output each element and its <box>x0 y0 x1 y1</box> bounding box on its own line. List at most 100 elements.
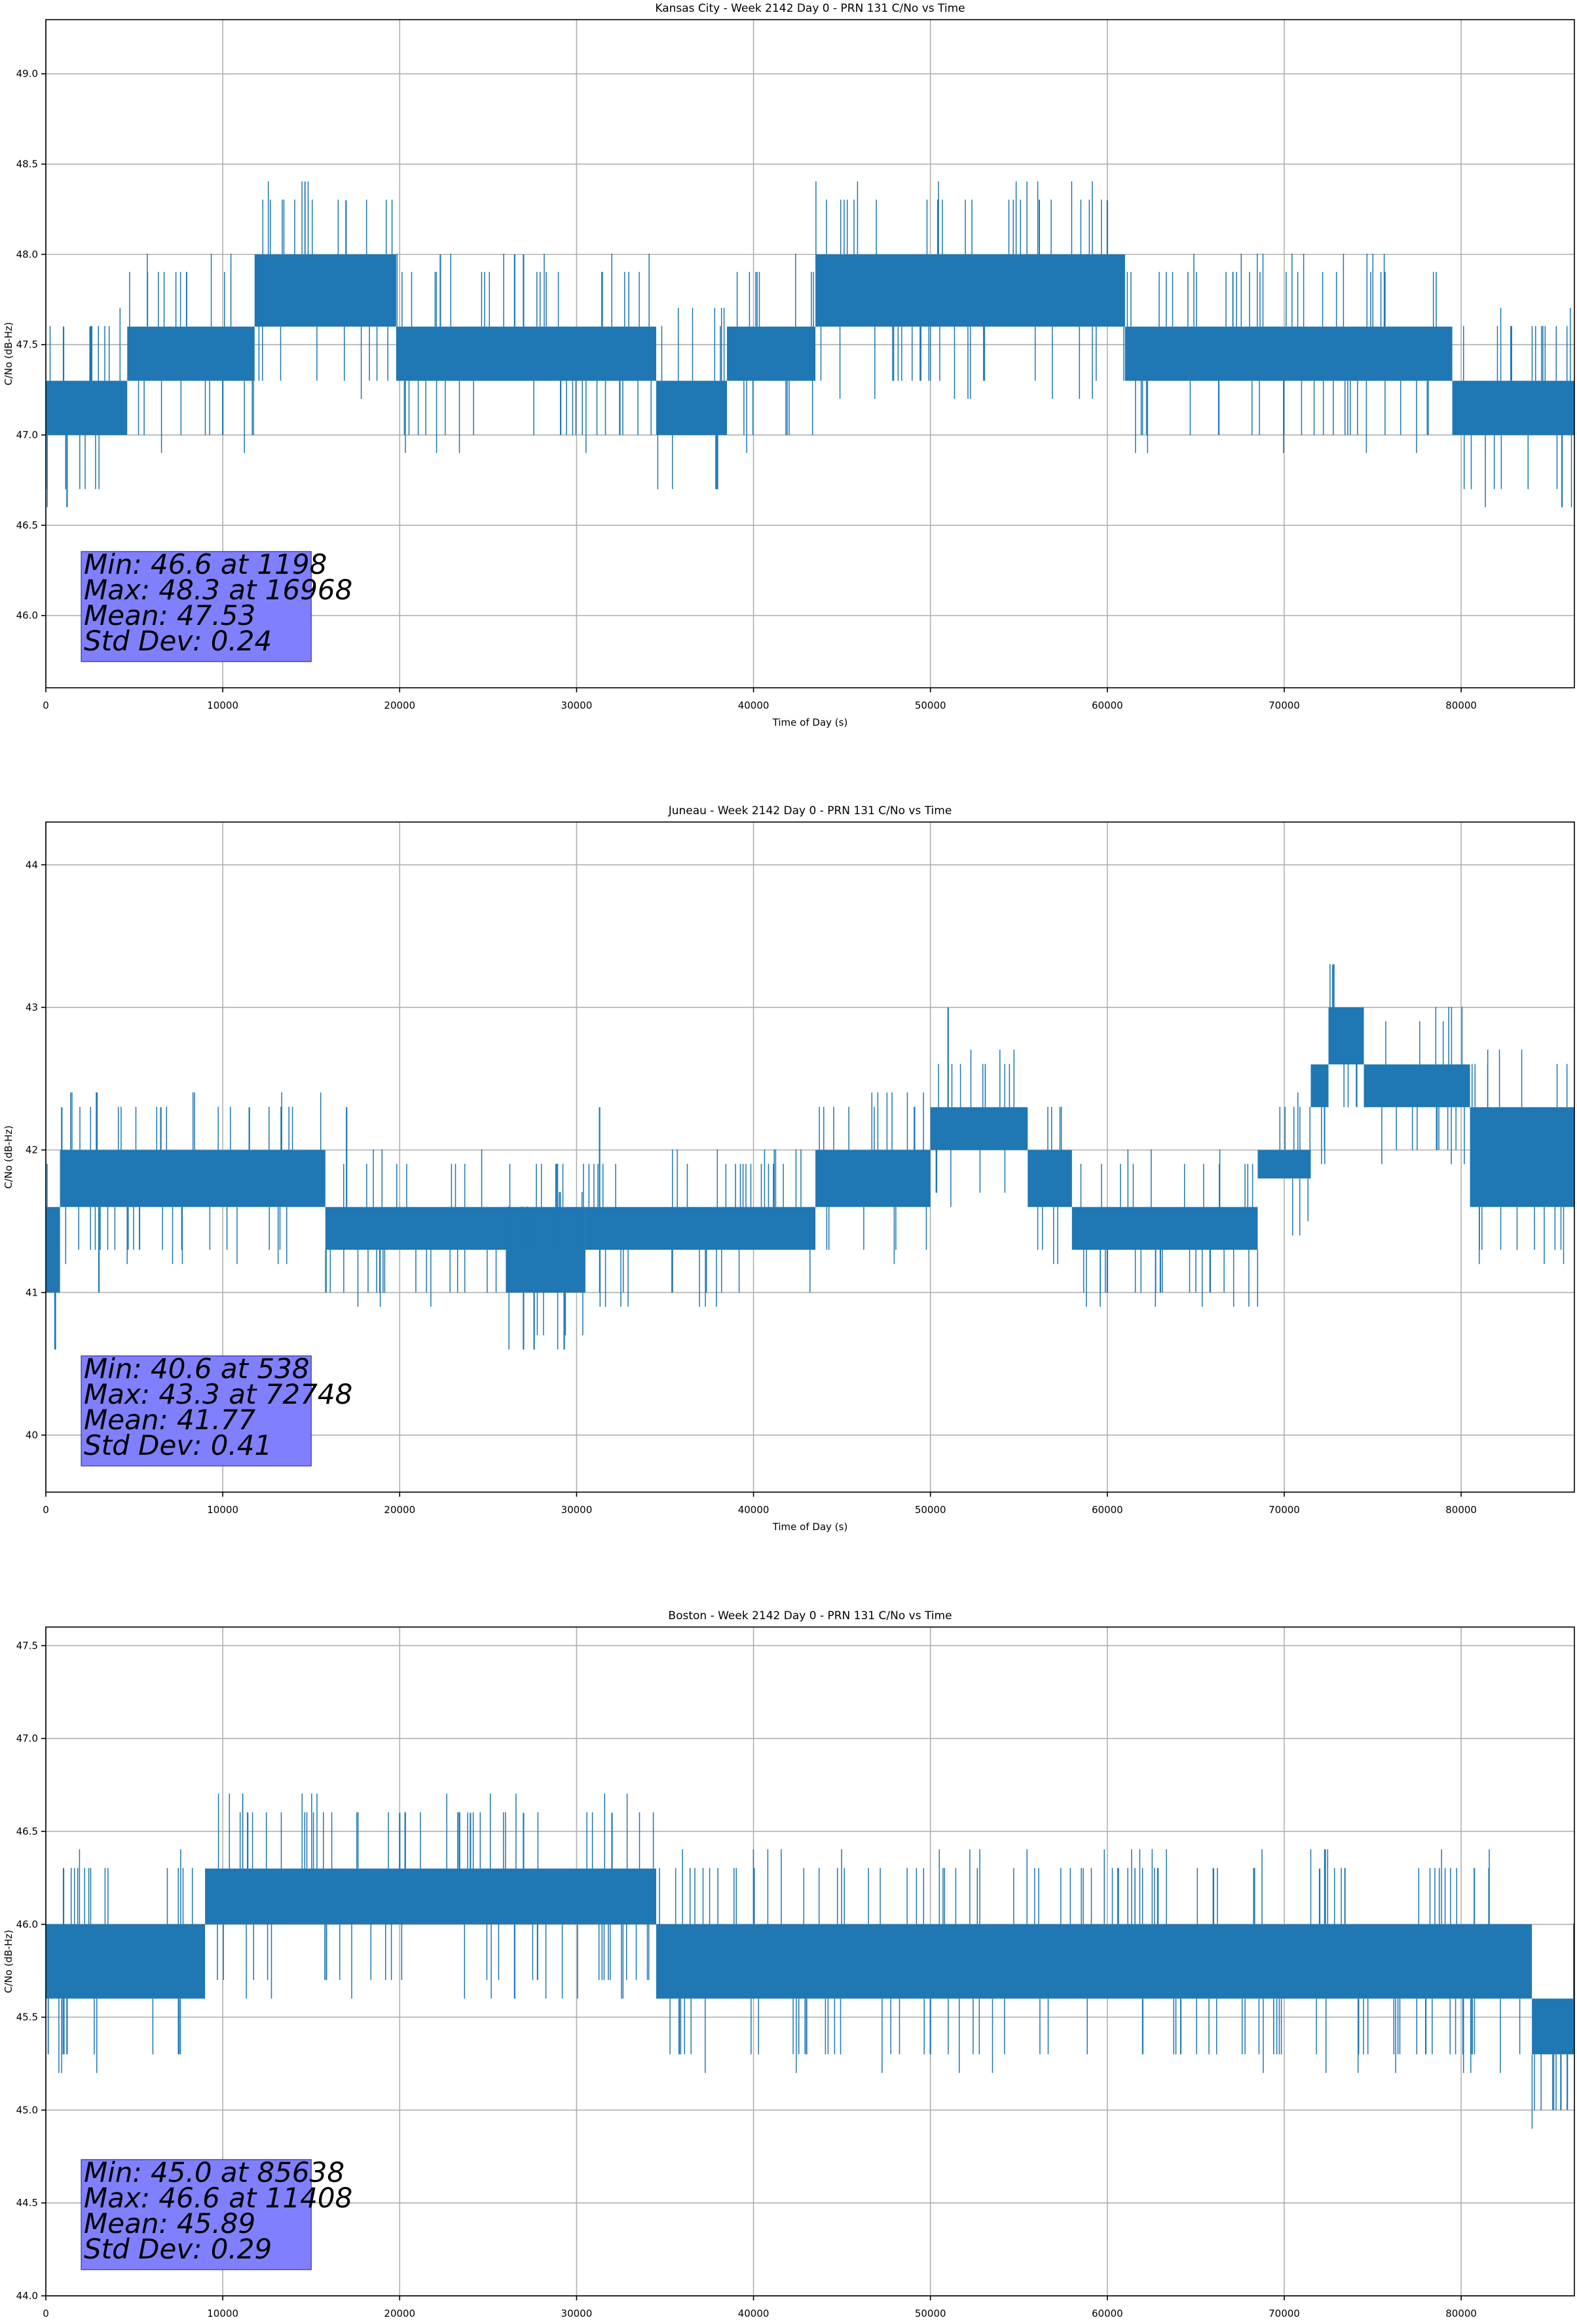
x-tick-label: 30000 <box>561 1504 593 1516</box>
series-band <box>1364 1064 1470 1108</box>
x-tick-label: 10000 <box>207 1504 238 1516</box>
x-tick-label: 40000 <box>738 2308 770 2319</box>
series-texture <box>819 1092 927 1264</box>
series-band <box>815 254 1125 327</box>
y-tick-label: 47.0 <box>16 429 38 441</box>
stats-line: Max: 46.6 at 11408 <box>84 2182 352 2214</box>
y-tick-label: 42 <box>26 1144 38 1156</box>
x-tick-label: 30000 <box>561 2308 593 2319</box>
series-band <box>1124 326 1453 381</box>
series-texture <box>1126 253 1437 453</box>
stats-box <box>81 1355 312 1467</box>
y-tick-label: 43 <box>26 1002 38 1013</box>
grid <box>45 822 1574 1492</box>
y-tick-label: 44 <box>26 859 38 871</box>
stats-line: Std Dev: 0.41 <box>84 1429 272 1461</box>
series-texture <box>736 253 814 453</box>
y-tick-label: 45.0 <box>16 2104 38 2116</box>
y-tick-label: 46.5 <box>16 519 38 531</box>
series-texture <box>657 308 725 489</box>
series-band <box>205 1868 656 1924</box>
series-band <box>1257 1150 1311 1179</box>
x-tick-label: 60000 <box>1092 700 1123 711</box>
series-band <box>1310 1064 1329 1108</box>
y-axis-label: C/No (dB-Hz) <box>3 1930 14 1993</box>
y-tick-label: 46.5 <box>16 1826 38 1837</box>
series-band <box>64 381 128 436</box>
series-texture <box>258 181 393 399</box>
chart-2: 0 10000 20000 30000 40000 50000 60000 70000 8000… <box>3 804 1575 1533</box>
x-tick-label: 50000 <box>915 2308 946 2319</box>
series-band <box>1532 1998 1574 2055</box>
series-band <box>1028 1150 1072 1207</box>
y-tick-label: 47.5 <box>16 339 38 350</box>
stats-line: Mean: 41.77 <box>84 1404 255 1436</box>
series-texture <box>65 308 121 489</box>
series-texture <box>1381 1007 1465 1165</box>
chart-title: Juneau - Week 2142 Day 0 - PRN 131 C/No … <box>668 804 952 817</box>
series-texture <box>1472 1049 1568 1264</box>
x-tick-label: 20000 <box>384 2308 415 2319</box>
x-tick-label: 30000 <box>561 700 593 711</box>
x-tick-label: 70000 <box>1269 700 1300 711</box>
series-band <box>60 1150 325 1207</box>
y-tick-label: 46.0 <box>16 610 38 622</box>
x-tick-label: 0 <box>43 2308 49 2319</box>
x-tick-label: 20000 <box>384 700 415 711</box>
series-band <box>127 326 255 381</box>
series-texture <box>1531 1923 1574 2129</box>
series-band <box>656 381 728 436</box>
series-band <box>1452 381 1574 436</box>
x-tick-label: 50000 <box>915 700 946 711</box>
x-axis-label: Time of Day (s) <box>772 717 848 728</box>
stats-line: Mean: 45.89 <box>84 2207 255 2240</box>
x-tick-label: 80000 <box>1445 1504 1477 1516</box>
chart-3: 0 10000 20000 30000 40000 50000 60000 70000 8000… <box>3 1609 1575 2319</box>
stats-line: Std Dev: 0.29 <box>84 2233 272 2265</box>
series-texture <box>659 1849 1521 2073</box>
chart-title: Boston - Week 2142 Day 0 - PRN 131 C/No … <box>668 1609 952 1622</box>
series-texture <box>1080 1149 1259 1307</box>
x-tick-label: 60000 <box>1092 1504 1123 1516</box>
x-tick-label: 80000 <box>1445 2308 1477 2319</box>
series-band <box>585 1207 816 1250</box>
y-tick-label: 48.0 <box>16 248 38 260</box>
series-texture <box>1037 1106 1062 1264</box>
series-texture <box>1463 308 1572 508</box>
chart-title: Kansas City - Week 2142 Day 0 - PRN 131 … <box>655 2 965 15</box>
y-tick-label: 47.5 <box>16 1640 38 1651</box>
y-axis-label: C/No (dB-Hz) <box>3 1125 14 1189</box>
series-band <box>1328 1007 1364 1065</box>
x-tick-label: 10000 <box>207 700 238 711</box>
series-texture <box>935 1049 1015 1207</box>
y-tick-label: 49.0 <box>16 68 38 80</box>
series-texture <box>1329 964 1358 1108</box>
series-texture <box>396 253 652 453</box>
series-texture <box>129 253 254 453</box>
series-texture <box>588 1149 811 1307</box>
y-tick-label: 40 <box>26 1429 38 1441</box>
stats-line: Max: 43.3 at 72748 <box>84 1378 352 1410</box>
x-tick-label: 70000 <box>1269 1504 1300 1516</box>
series-texture <box>1279 1092 1310 1236</box>
series-band <box>46 1207 60 1293</box>
y-tick-label: 47.0 <box>16 1733 38 1744</box>
x-tick-label: 40000 <box>738 1504 770 1516</box>
series-band <box>1071 1207 1258 1250</box>
series-band <box>396 326 656 381</box>
series-texture <box>815 181 1124 399</box>
stats-line: Mean: 47.53 <box>84 599 255 631</box>
series-band <box>930 1107 1028 1150</box>
stats-line: Max: 48.3 at 16968 <box>84 574 352 606</box>
stats-line: Min: 46.6 at 1198 <box>84 548 327 580</box>
y-axis-label: C/No (dB-Hz) <box>3 322 14 386</box>
series-band <box>506 1249 585 1293</box>
series-texture <box>508 1192 584 1350</box>
x-tick-label: 0 <box>43 1504 49 1516</box>
y-tick-label: 44.5 <box>16 2197 38 2209</box>
y-tick-label: 44.0 <box>16 2290 38 2302</box>
x-tick-label: 0 <box>43 700 49 711</box>
series-band <box>656 1924 1532 1999</box>
series-texture <box>1321 1107 1326 1165</box>
chart-1: 0 10000 20000 30000 40000 50000 60000 70000 8000… <box>3 2 1575 728</box>
